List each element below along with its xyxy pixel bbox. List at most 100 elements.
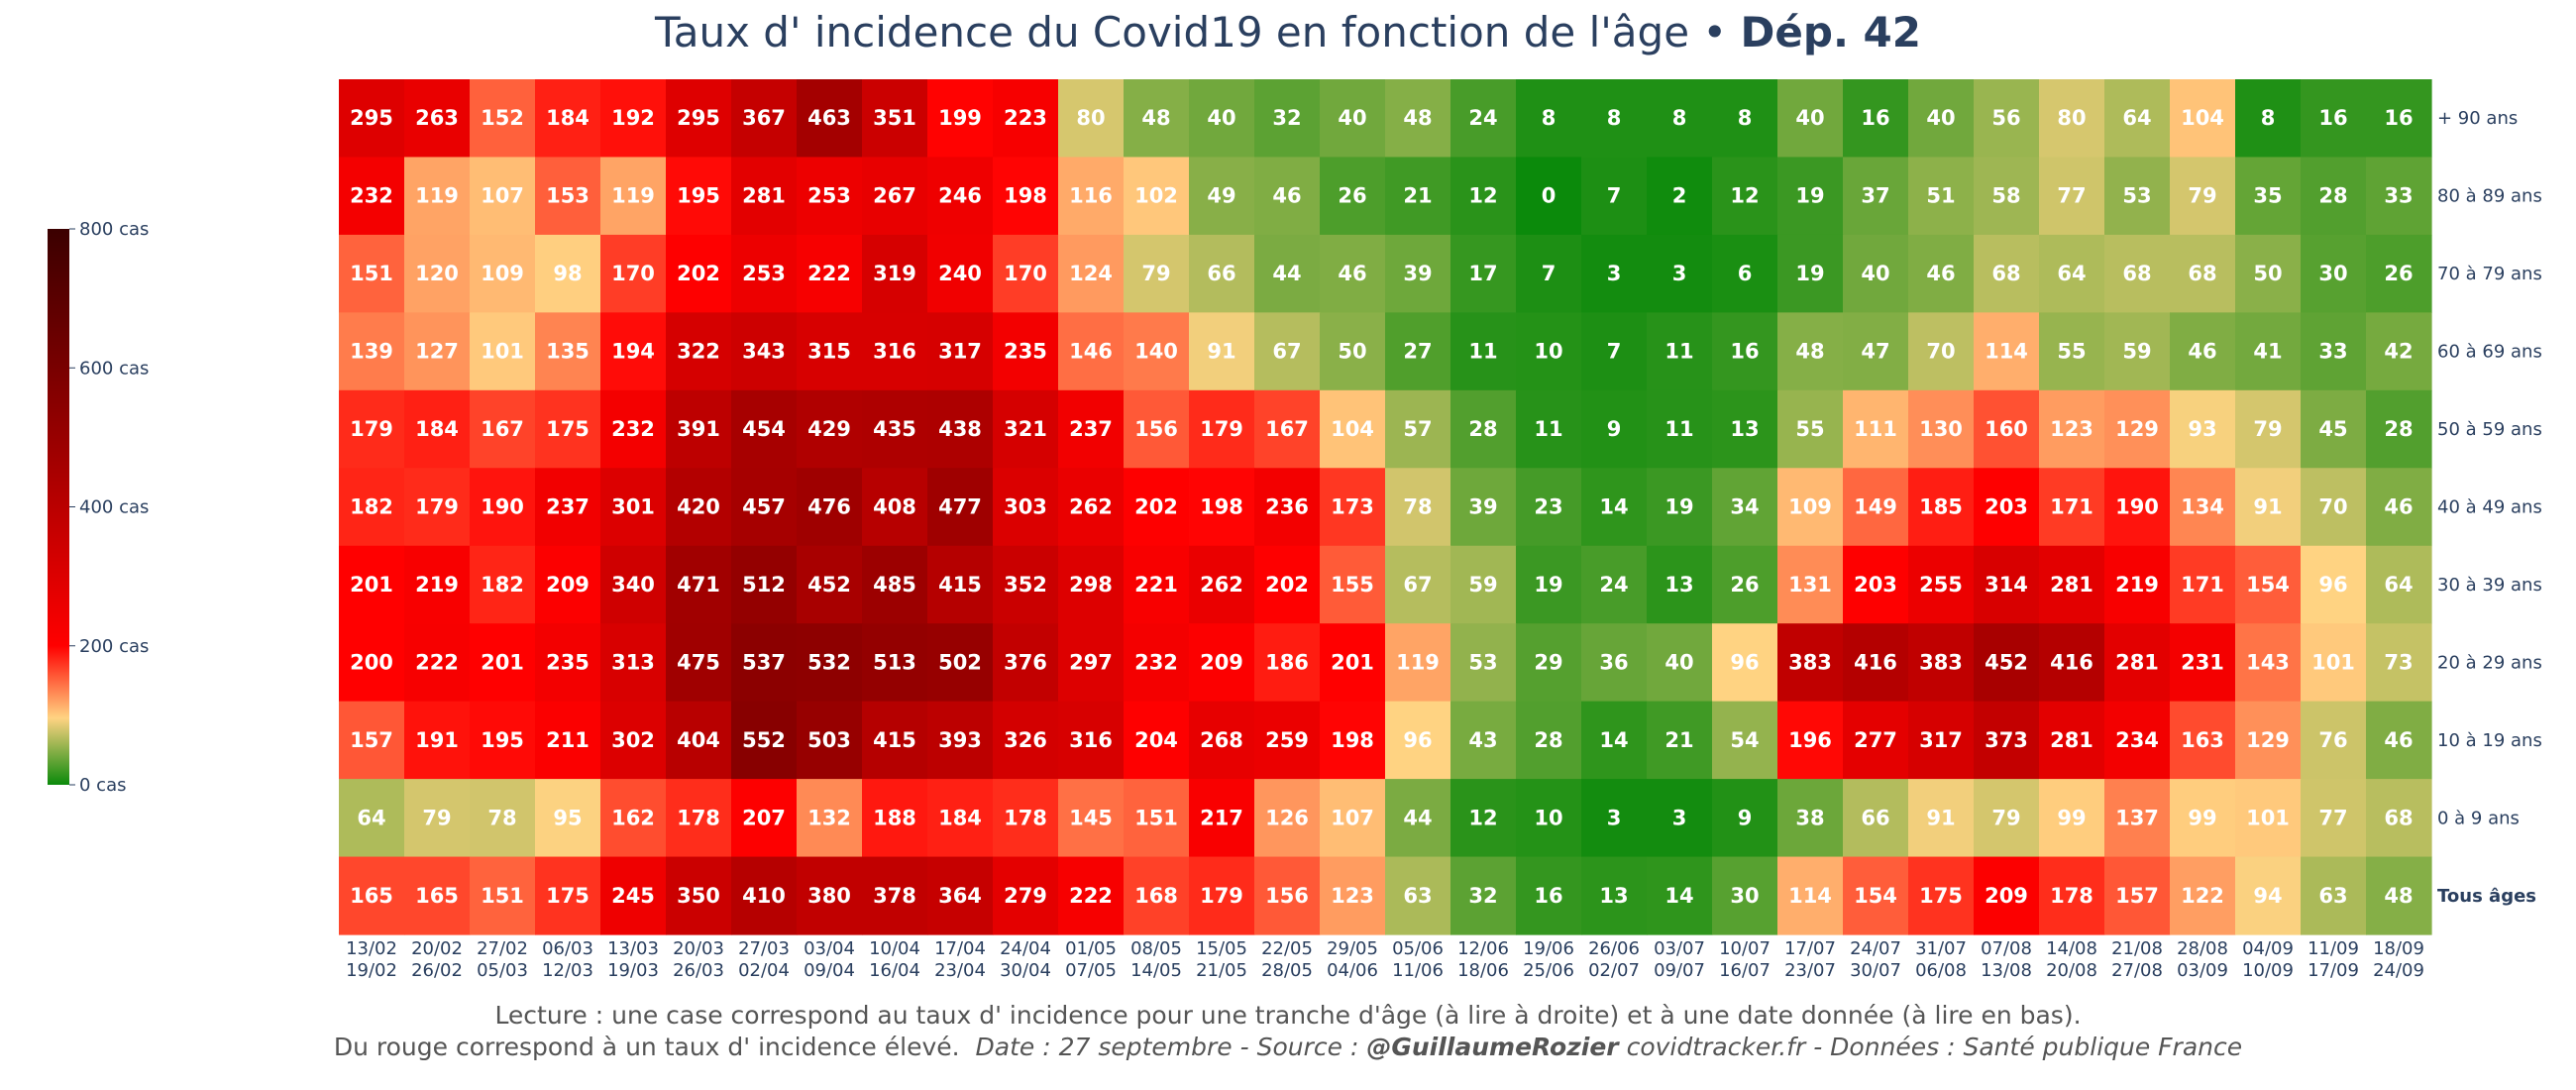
cell-value-label: 182: [350, 495, 393, 519]
cell-value-label: 168: [1134, 884, 1178, 908]
cell-value-label: 154: [2246, 573, 2290, 597]
cell-value-label: 222: [807, 262, 851, 285]
heatmap-cell: [1712, 312, 1778, 391]
heatmap-cell: [993, 312, 1059, 391]
heatmap-cell: [600, 779, 667, 858]
cell-value-label: 26: [2384, 262, 2413, 285]
heatmap-cell: [600, 79, 667, 159]
cell-value-label: 364: [938, 884, 982, 908]
cell-value-label: 2: [1672, 184, 1687, 208]
heatmap-cell: [2170, 468, 2236, 547]
cell-value-label: 175: [546, 417, 590, 441]
heatmap-cell: [339, 157, 405, 236]
heatmap-cell: [1974, 623, 2040, 703]
cell-value-label: 119: [611, 184, 655, 208]
heatmap-cell: [2301, 389, 2367, 469]
cell-value-label: 302: [611, 728, 655, 752]
cell-value-label: 139: [350, 340, 393, 364]
heatmap-cell: [339, 701, 405, 780]
heatmap-cell: [1124, 234, 1190, 313]
heatmap-cell: [2039, 779, 2105, 858]
footer-reading-note: Lecture : une case correspond au taux d'…: [494, 1001, 2082, 1030]
heatmap-cell: [862, 468, 928, 547]
heatmap-cell: [1450, 157, 1517, 236]
heatmap-cell: [1516, 157, 1582, 236]
x-tick-label: 15/05: [1196, 938, 1247, 959]
x-tick-label: 17/07: [1784, 938, 1836, 959]
heatmap-cell: [1385, 701, 1451, 780]
cell-value-label: 119: [1396, 650, 1440, 674]
x-tick-label: 05/06: [1392, 938, 1444, 959]
cell-value-label: 301: [611, 495, 655, 519]
cell-value-label: 54: [1730, 728, 1759, 752]
cell-value-label: 429: [807, 417, 851, 441]
cell-value-label: 235: [546, 650, 590, 674]
x-tick-label: 13/02: [346, 938, 397, 959]
cell-value-label: 209: [546, 573, 590, 597]
heatmap-cell: [1320, 79, 1386, 159]
heatmap-cell: [797, 468, 863, 547]
cell-value-label: 232: [611, 417, 655, 441]
heatmap-cell: [1777, 856, 1844, 935]
x-tick-label: 28/05: [1261, 960, 1313, 981]
cell-value-label: 203: [1854, 573, 1897, 597]
cell-value-label: 222: [1069, 884, 1113, 908]
x-tick-label: 20/03: [673, 938, 724, 959]
cell-value-label: 198: [1331, 728, 1374, 752]
cell-value-label: 253: [742, 262, 786, 285]
heatmap-cell: [2104, 234, 2171, 313]
cell-value-label: 40: [1207, 106, 1235, 130]
heatmap-cell: [1385, 779, 1451, 858]
heatmap-cell: [1516, 701, 1582, 780]
heatmap-cell: [600, 856, 667, 935]
cell-value-label: 40: [1861, 262, 1889, 285]
cell-value-label: 111: [1854, 417, 1897, 441]
cell-value-label: 195: [677, 184, 720, 208]
x-tick-label: 28/08: [2177, 938, 2228, 959]
heatmap-cell: [666, 234, 732, 313]
cell-value-label: 201: [350, 573, 393, 597]
cell-value-label: 107: [1331, 806, 1374, 829]
cell-value-label: 28: [2318, 184, 2347, 208]
cell-value-label: 8: [1672, 106, 1687, 130]
cell-value-label: 26: [1730, 573, 1759, 597]
cell-value-label: 203: [1985, 495, 2028, 519]
cell-value-label: 190: [2115, 495, 2159, 519]
cell-value-label: 40: [1338, 106, 1366, 130]
cell-value-label: 281: [2050, 573, 2093, 597]
cell-value-label: 170: [1004, 262, 1047, 285]
cell-value-label: 313: [611, 650, 655, 674]
heatmap-cell: [666, 389, 732, 469]
x-tick-label: 27/02: [477, 938, 528, 959]
heatmap-cell: [2235, 623, 2302, 703]
y-tick-label: 30 à 39 ans: [2437, 575, 2542, 596]
heatmap-cell: [1124, 779, 1190, 858]
cell-value-label: 46: [1272, 184, 1301, 208]
heatmap-cell: [600, 157, 667, 236]
heatmap-cell: [339, 234, 405, 313]
cell-value-label: 149: [1854, 495, 1897, 519]
heatmap-cell: [927, 856, 994, 935]
heatmap-cell: [1777, 234, 1844, 313]
cell-value-label: 532: [807, 650, 851, 674]
footer-date-source: Date : 27 septembre - Source :: [975, 1033, 1359, 1061]
x-tick-label: 06/08: [1915, 960, 1967, 981]
x-tick-label: 04/06: [1327, 960, 1378, 981]
cell-value-label: 8: [1607, 106, 1622, 130]
cell-value-label: 99: [2188, 806, 2216, 829]
heatmap-cell: [600, 234, 667, 313]
cell-value-label: 165: [350, 884, 393, 908]
cell-value-label: 179: [1200, 417, 1243, 441]
heatmap-cell: [470, 389, 536, 469]
cell-value-label: 59: [2122, 340, 2151, 364]
cell-value-label: 7: [1607, 184, 1622, 208]
cell-value-label: 416: [1854, 650, 1897, 674]
x-tick-label: 29/05: [1327, 938, 1378, 959]
chart-title-main: Taux d' incidence du Covid19 en fonction…: [655, 8, 1690, 56]
cell-value-label: 41: [2253, 340, 2282, 364]
heatmap-cell: [1450, 623, 1517, 703]
heatmap-cell: [1908, 545, 1975, 624]
heatmap-cell: [2301, 234, 2367, 313]
heatmap-cell: [339, 623, 405, 703]
heatmap-cell: [2235, 856, 2302, 935]
